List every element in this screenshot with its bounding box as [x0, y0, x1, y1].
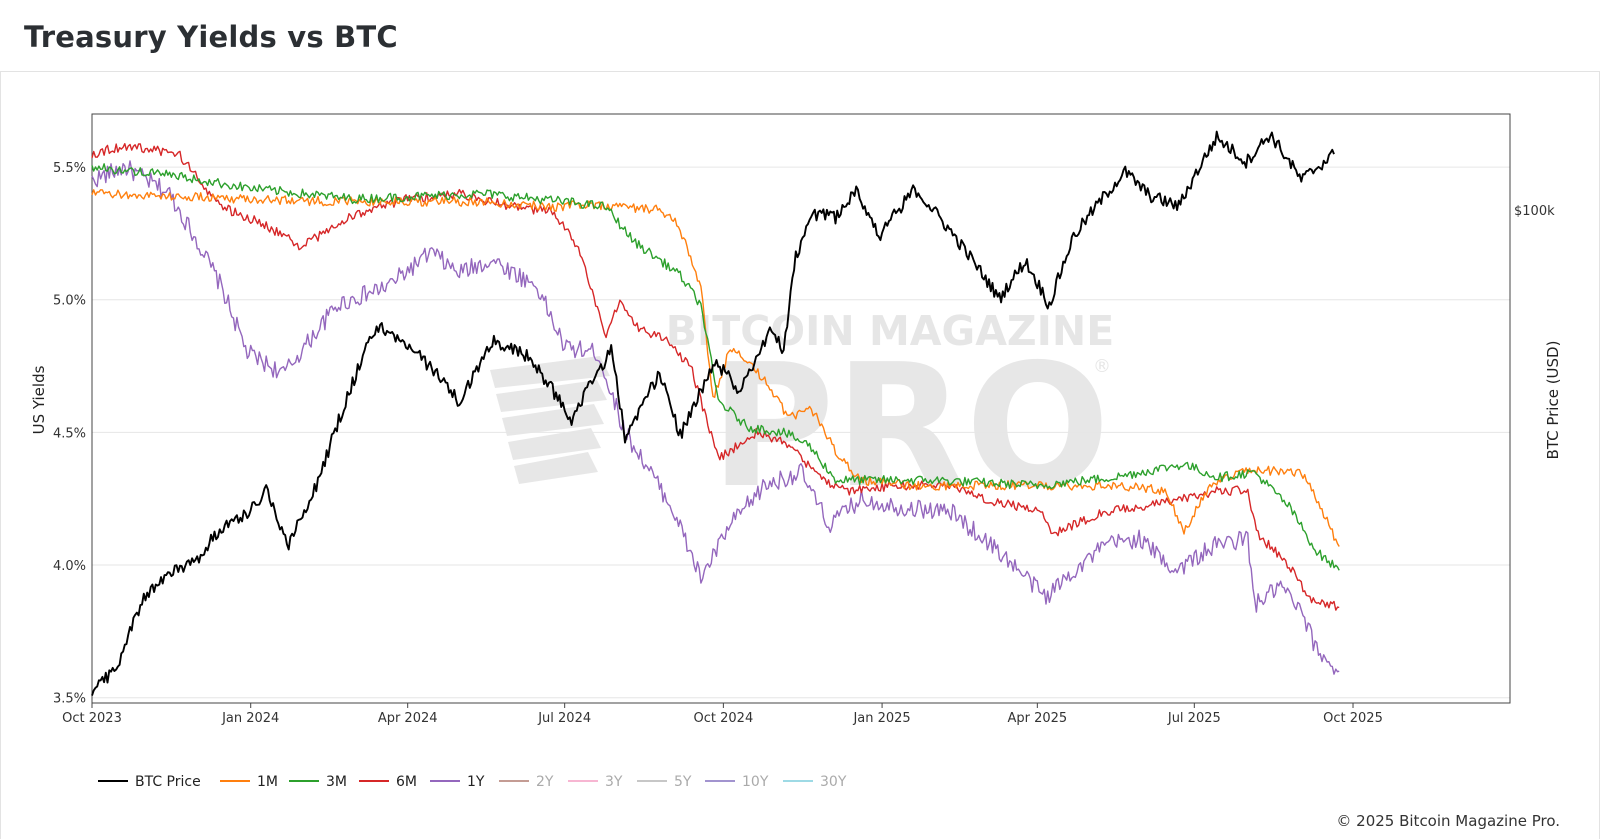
legend-item-3y[interactable]: 3Y — [568, 774, 623, 790]
legend-label: 5Y — [674, 774, 692, 790]
watermark-line2: PRO — [710, 328, 1110, 526]
legend-label: 6M — [396, 774, 417, 790]
page-title: Treasury Yields vs BTC — [24, 20, 398, 54]
y-tick-label: 3.5% — [53, 692, 86, 707]
legend-label: 3Y — [605, 774, 623, 790]
y-tick-label: 4.0% — [53, 559, 86, 574]
series-line-1y — [91, 160, 1340, 675]
y2-tick-label: $100k — [1514, 204, 1555, 219]
x-tick-label: Jan 2024 — [221, 711, 279, 726]
y2-axis-title: BTC Price (USD) — [1544, 341, 1562, 460]
gridlines — [92, 166, 1510, 699]
watermark-line1: BITCOIN MAGAZINE — [666, 307, 1114, 355]
legend-item-1y[interactable]: 1Y — [430, 774, 485, 790]
legend-label: 3M — [326, 774, 347, 790]
series-line-btc-price — [91, 130, 1335, 696]
legend-item-3m[interactable]: 3M — [289, 774, 347, 790]
legend-item-btc-price[interactable]: BTC Price — [98, 774, 201, 790]
y-tick-label: 4.5% — [53, 426, 86, 441]
legend-label: 1M — [257, 774, 278, 790]
legend-item-2y[interactable]: 2Y — [499, 774, 554, 790]
x-axis: Oct 2023 Jan 2024 Apr 2024 Jul 2024 Oct 2024… — [62, 703, 1383, 726]
legend-item-5y[interactable]: 5Y — [637, 774, 692, 790]
y-tick-label: 5.0% — [53, 294, 86, 309]
x-tick-label: Jul 2025 — [1167, 711, 1221, 726]
x-tick-label: Oct 2024 — [694, 711, 754, 726]
x-tick-label: Jan 2025 — [852, 711, 910, 726]
legend-item-10y[interactable]: 10Y — [705, 774, 769, 790]
watermark-stripe — [508, 428, 601, 460]
legend-item-30y[interactable]: 30Y — [783, 774, 847, 790]
x-tick-label: Oct 2023 — [62, 711, 122, 726]
y-axis-title: US Yields — [30, 365, 48, 434]
series-line-6m — [91, 143, 1340, 611]
legend-label: BTC Price — [135, 774, 201, 790]
x-tick-label: Apr 2024 — [378, 711, 438, 726]
x-tick-label: Apr 2025 — [1007, 711, 1067, 726]
watermark-stripe — [490, 356, 610, 388]
series-line-1m — [91, 189, 1340, 547]
chart-header: Treasury Yields vs BTC — [0, 0, 1600, 72]
x-tick-label: Jul 2024 — [537, 711, 591, 726]
plot-area — [91, 113, 1511, 704]
watermark-stripe — [514, 452, 598, 484]
watermark-stripe — [502, 404, 604, 436]
legend-label: 30Y — [820, 774, 847, 790]
watermark: BITCOIN MAGAZINE PRO ® — [490, 307, 1114, 526]
series-line-3m — [91, 163, 1340, 571]
y-axis-left: 3.5% 4.0% 4.5% 5.0% 5.5% — [53, 161, 86, 707]
x-tick-label: Oct 2025 — [1323, 711, 1383, 726]
y-axis-right: $100k — [1514, 204, 1555, 219]
copyright-footer: © 2025 Bitcoin Magazine Pro. — [1336, 812, 1560, 830]
watermark-stripe — [496, 380, 607, 412]
series-layer — [91, 130, 1340, 696]
legend-label: 10Y — [742, 774, 769, 790]
watermark-logo-icon — [490, 356, 610, 484]
legend: BTC Price 1M 3M 6M 1Y 2Y 3Y 5Y 10Y 30Y — [98, 774, 847, 790]
legend-label: 1Y — [467, 774, 485, 790]
watermark-registered-mark: ® — [1093, 356, 1111, 377]
y-tick-label: 5.5% — [53, 161, 86, 176]
legend-item-1m[interactable]: 1M — [220, 774, 278, 790]
legend-label: 2Y — [536, 774, 554, 790]
legend-item-6m[interactable]: 6M — [359, 774, 417, 790]
